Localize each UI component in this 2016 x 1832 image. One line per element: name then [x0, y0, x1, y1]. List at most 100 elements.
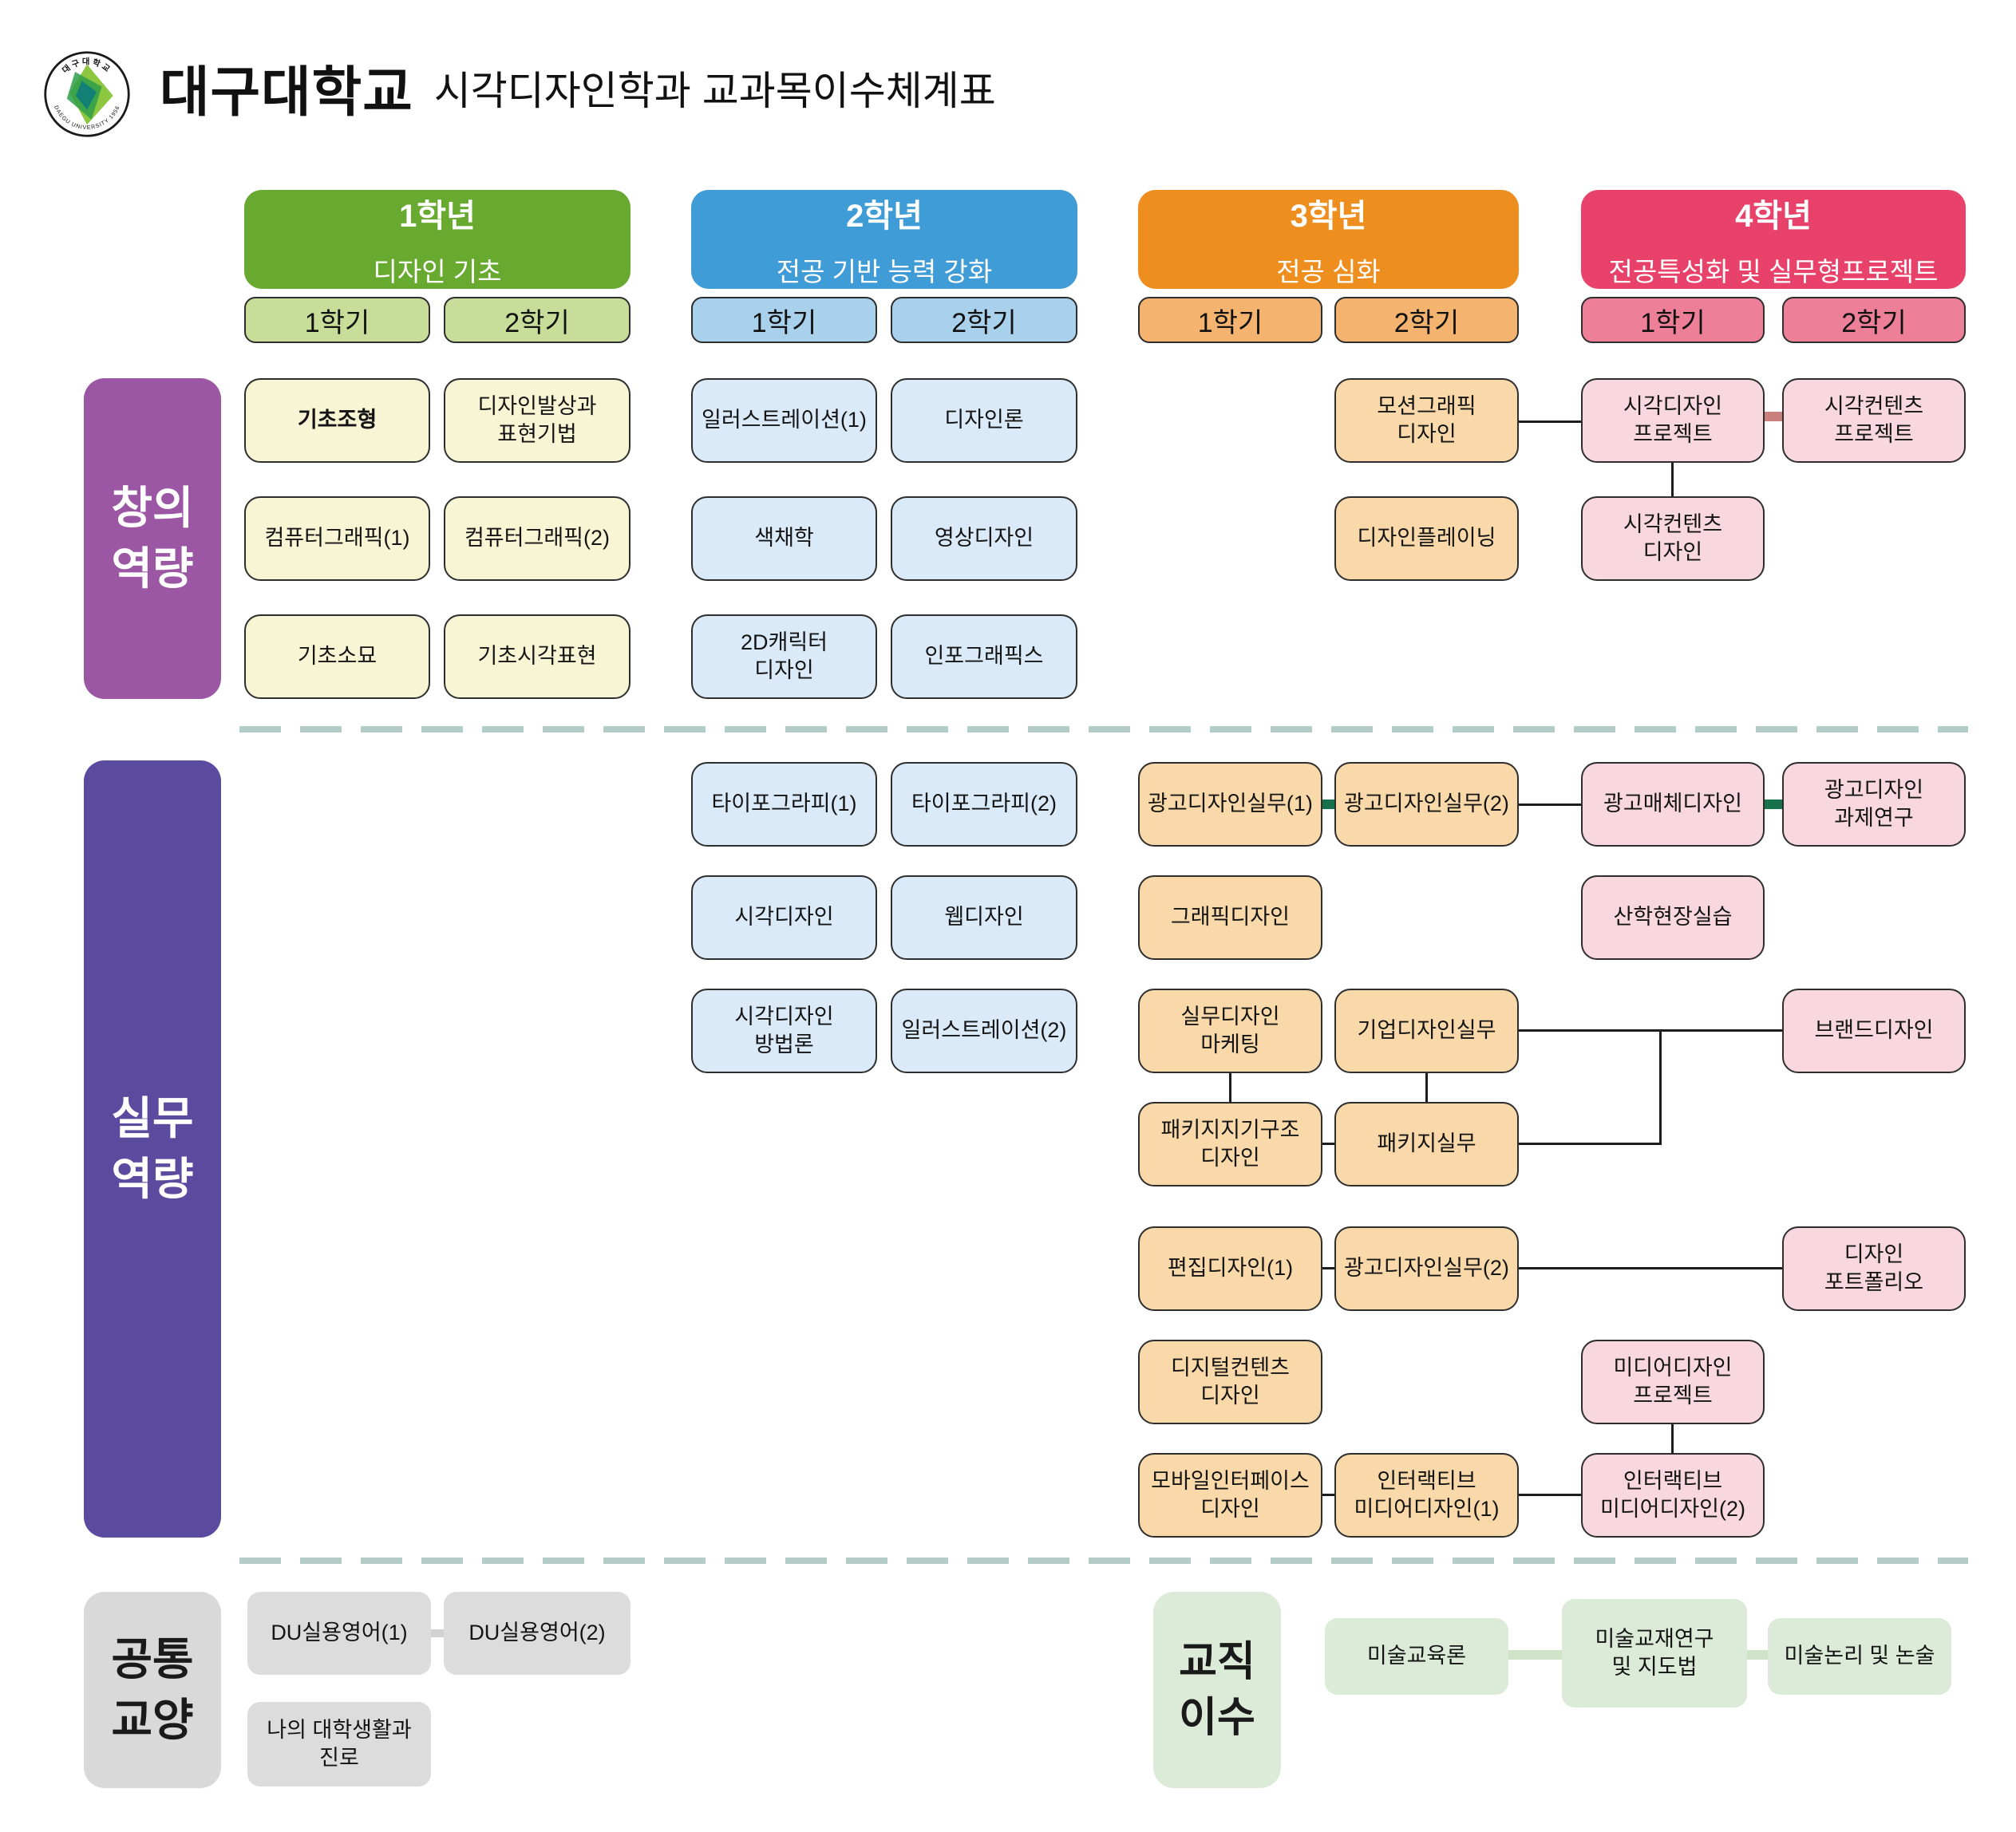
year2-theme: 전공 기반 능력 강화 — [776, 257, 993, 286]
year1-theme: 디자인 기초 — [373, 257, 502, 286]
track-label-common: 공통 교양 — [84, 1592, 221, 1788]
course-box-interactive-media1: 인터랙티브 미디어디자인(1) — [1334, 1453, 1519, 1538]
course-box-sigakdesign-project: 시각디자인 프로젝트 — [1581, 378, 1765, 463]
course-box-digital-contents: 디지털컨텐츠 디자인 — [1138, 1340, 1322, 1424]
course-box-mobile-interface: 모바일인터페이스 디자인 — [1138, 1453, 1322, 1538]
course-box-art-materials: 미술교재연구 및 지도법 — [1562, 1599, 1747, 1708]
course-box-package-silmu: 패키지실무 — [1334, 1102, 1519, 1186]
year3-header: 3학년 전공 심화 — [1138, 190, 1519, 289]
course-box-sigakcontents-design: 시각컨텐츠 디자인 — [1581, 496, 1765, 581]
year1-sem2-chip: 2학기 — [444, 297, 630, 343]
university-logo: 대구대학교 DAEGU UNIVERSITY 1956 — [44, 51, 130, 137]
course-box-art-logic: 미술논리 및 논술 — [1768, 1618, 1951, 1695]
course-box-art-education: 미술교육론 — [1325, 1618, 1508, 1695]
connector-line — [1425, 1073, 1428, 1102]
connector-line — [1519, 1267, 1782, 1269]
course-box-2d-character: 2D캐릭터 디자인 — [691, 614, 877, 699]
connector-line — [1519, 1143, 1660, 1145]
chart-subtitle: 시각디자인학과 교과목이수체계표 — [433, 68, 996, 113]
course-box-webdesign: 웹디자인 — [891, 875, 1077, 960]
course-box-illustration2: 일러스트레이션(2) — [891, 989, 1077, 1073]
course-box-du-english1: DU실용영어(1) — [247, 1592, 431, 1675]
track-label-teaching: 교직 이수 — [1153, 1592, 1281, 1788]
connector-line — [1519, 1029, 1782, 1032]
course-box-ad-design-silmu2: 광고디자인실무(2) — [1334, 762, 1519, 847]
course-box-yeongsang-design: 영상디자인 — [891, 496, 1077, 581]
course-box-sigakdesign: 시각디자인 — [691, 875, 877, 960]
year1-label: 1학년 — [399, 199, 476, 234]
connector-line — [1322, 1494, 1334, 1496]
page-title: 대구대학교 시각디자인학과 교과목이수체계표 — [160, 48, 996, 127]
year1-header: 1학년 디자인 기초 — [244, 190, 630, 289]
year4-label: 4학년 — [1735, 199, 1812, 234]
university-name: 대구대학교 — [160, 62, 413, 123]
connector-line — [1671, 463, 1674, 496]
course-box-pyeonjip-design1: 편집디자인(1) — [1138, 1226, 1322, 1311]
year4-sem1-chip: 1학기 — [1581, 297, 1765, 343]
course-box-computer-graphic1: 컴퓨터그래픽(1) — [244, 496, 430, 581]
course-box-designron: 디자인론 — [891, 378, 1077, 463]
connector-line — [1519, 803, 1581, 806]
track-label-practical: 실무 역량 — [84, 760, 221, 1538]
track-label-creative: 창의 역량 — [84, 378, 221, 699]
course-box-du-english2: DU실용영어(2) — [444, 1592, 630, 1675]
year2-label: 2학년 — [846, 199, 923, 234]
connector-line — [1519, 420, 1581, 423]
course-box-sigakdesign-method: 시각디자인 방법론 — [691, 989, 877, 1073]
year3-label: 3학년 — [1290, 199, 1367, 234]
connector-line — [1671, 1424, 1674, 1453]
course-box-motion-graphic: 모션그래픽 디자인 — [1334, 378, 1519, 463]
logo-diamond-teal — [76, 81, 97, 110]
connector-line — [1322, 1143, 1334, 1145]
course-box-silmu-marketing: 실무디자인 마케팅 — [1138, 989, 1322, 1073]
connector-lightgreen — [1747, 1650, 1768, 1660]
course-box-brand-design: 브랜드디자인 — [1782, 989, 1966, 1073]
section-divider-dashed — [239, 1558, 1968, 1564]
course-box-my-college-life: 나의 대학생활과 진로 — [247, 1702, 431, 1787]
year3-sem2-chip: 2학기 — [1334, 297, 1519, 343]
course-box-ad-design-gwaje: 광고디자인 과제연구 — [1782, 762, 1966, 847]
course-box-typography1: 타이포그라피(1) — [691, 762, 877, 847]
year4-header: 4학년 전공특성화 및 실무형프로젝트 — [1581, 190, 1966, 289]
course-box-infographics: 인포그래픽스 — [891, 614, 1077, 699]
course-box-gichojohyeong: 기초조형 — [244, 378, 430, 463]
year2-sem1-chip: 1학기 — [691, 297, 877, 343]
year3-sem1-chip: 1학기 — [1138, 297, 1322, 343]
connector-green — [1765, 800, 1782, 809]
year2-header: 2학년 전공 기반 능력 강화 — [691, 190, 1077, 289]
year4-theme: 전공특성화 및 실무형프로젝트 — [1608, 257, 1939, 286]
course-box-design-planning: 디자인플레이닝 — [1334, 496, 1519, 581]
course-box-ad-design-silmu1: 광고디자인실무(1) — [1138, 762, 1322, 847]
connector-rose — [1765, 412, 1782, 421]
course-box-gichosomyo: 기초소묘 — [244, 614, 430, 699]
course-box-illustration1: 일러스트레이션(1) — [691, 378, 877, 463]
connector-green — [1322, 800, 1334, 809]
course-box-interactive-media2: 인터랙티브 미디어디자인(2) — [1581, 1453, 1765, 1538]
connector-lightgreen — [1508, 1650, 1562, 1660]
course-box-sanhak-silseup: 산학현장실습 — [1581, 875, 1765, 960]
connector-line — [1659, 1029, 1662, 1145]
connector-line — [1519, 1494, 1581, 1496]
course-box-design-balsang: 디자인발상과 표현기법 — [444, 378, 630, 463]
year2-sem2-chip: 2학기 — [891, 297, 1077, 343]
course-box-ad-media-design: 광고매체디자인 — [1581, 762, 1765, 847]
year1-sem1-chip: 1학기 — [244, 297, 430, 343]
course-box-computer-graphic2: 컴퓨터그래픽(2) — [444, 496, 630, 581]
connector-line — [1229, 1073, 1231, 1102]
course-box-typography2: 타이포그라피(2) — [891, 762, 1077, 847]
course-box-ad-design-silmu2b: 광고디자인실무(2) — [1334, 1226, 1519, 1311]
course-box-saekchaehak: 색채학 — [691, 496, 877, 581]
course-box-media-design-project: 미디어디자인 프로젝트 — [1581, 1340, 1765, 1424]
course-box-gicho-sigak: 기초시각표현 — [444, 614, 630, 699]
year4-sem2-chip: 2학기 — [1782, 297, 1966, 343]
connector-lightgray — [431, 1629, 444, 1637]
course-box-gieop-design-silmu: 기업디자인실무 — [1334, 989, 1519, 1073]
course-box-design-portfolio: 디자인 포트폴리오 — [1782, 1226, 1966, 1311]
section-divider-dashed — [239, 726, 1968, 732]
course-box-graphic-design: 그래픽디자인 — [1138, 875, 1322, 960]
course-box-package-gigujo: 패키지지기구조 디자인 — [1138, 1102, 1322, 1186]
course-box-sigakcontents-project: 시각컨텐츠 프로젝트 — [1782, 378, 1966, 463]
connector-line — [1322, 1267, 1334, 1269]
year3-theme: 전공 심화 — [1276, 257, 1381, 286]
